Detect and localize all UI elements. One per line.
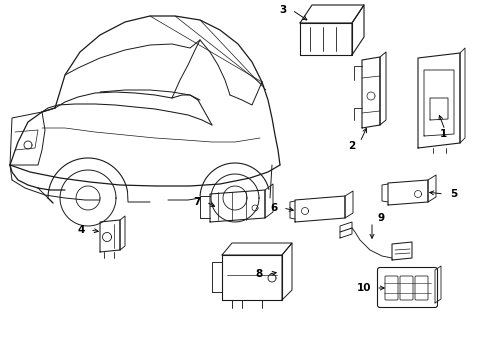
Text: 2: 2: [347, 141, 354, 151]
Text: 3: 3: [279, 5, 286, 15]
Text: 5: 5: [449, 189, 456, 199]
Text: 1: 1: [439, 129, 447, 139]
Text: 4: 4: [78, 225, 85, 235]
Text: 7: 7: [193, 197, 201, 207]
Text: 6: 6: [270, 203, 278, 213]
Text: 9: 9: [377, 213, 385, 223]
Text: 10: 10: [356, 283, 370, 293]
Text: 8: 8: [255, 269, 263, 279]
